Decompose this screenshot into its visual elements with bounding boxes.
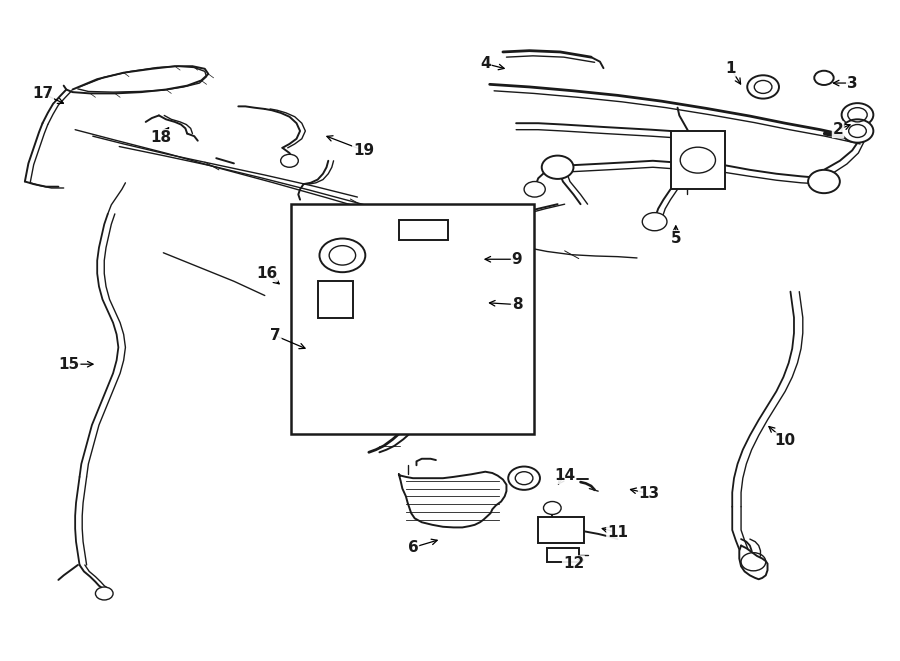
Circle shape: [808, 170, 840, 193]
Text: 11: 11: [608, 525, 628, 540]
Bar: [538, 517, 584, 543]
Text: 3: 3: [847, 75, 858, 91]
Circle shape: [95, 587, 113, 600]
Text: 9: 9: [512, 252, 522, 267]
Text: 10: 10: [775, 433, 796, 448]
Text: 1: 1: [725, 61, 735, 75]
Text: 14: 14: [554, 468, 575, 483]
Circle shape: [542, 155, 573, 179]
Text: 8: 8: [512, 297, 522, 312]
Circle shape: [508, 467, 540, 490]
Circle shape: [281, 154, 298, 167]
Text: 19: 19: [353, 143, 374, 158]
Text: 2: 2: [832, 122, 843, 137]
Text: 7: 7: [270, 328, 281, 343]
Text: 15: 15: [58, 357, 79, 371]
Circle shape: [320, 239, 365, 272]
Text: 4: 4: [480, 56, 491, 71]
Polygon shape: [399, 472, 507, 527]
Circle shape: [814, 71, 833, 85]
Bar: [547, 548, 579, 563]
Circle shape: [747, 75, 779, 98]
Text: 18: 18: [150, 130, 171, 145]
Text: 16: 16: [256, 266, 277, 281]
Circle shape: [524, 182, 545, 197]
Bar: [670, 131, 725, 189]
Circle shape: [544, 502, 561, 514]
Bar: [292, 204, 534, 434]
Circle shape: [842, 120, 873, 143]
Text: 6: 6: [408, 540, 418, 555]
Bar: [318, 281, 353, 318]
Text: 13: 13: [639, 486, 660, 501]
Bar: [399, 219, 448, 241]
Text: 17: 17: [32, 86, 53, 101]
Polygon shape: [739, 545, 768, 579]
Text: 12: 12: [562, 556, 584, 571]
Text: 5: 5: [670, 231, 681, 246]
Circle shape: [842, 103, 873, 126]
Circle shape: [643, 213, 667, 231]
